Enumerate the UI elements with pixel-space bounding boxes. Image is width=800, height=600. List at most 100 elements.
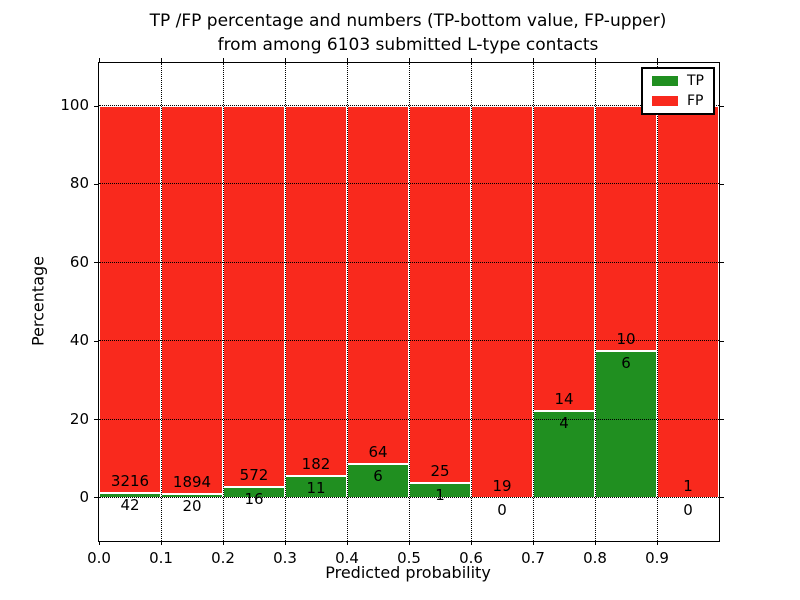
x-tick-mark	[408, 541, 410, 545]
x-tick-label: 0.6	[459, 549, 483, 567]
x-tick-mark	[594, 541, 596, 545]
v-gridline	[347, 63, 348, 541]
tp-count-label: 1	[435, 485, 445, 504]
x-tick-label: 0.2	[211, 549, 235, 567]
bar-fp-segment	[161, 106, 223, 494]
chart-title: TP /FP percentage and numbers (TP-bottom…	[98, 9, 718, 57]
x-tick-label: 0.9	[645, 549, 669, 567]
x-tick-label: 0.3	[273, 549, 297, 567]
tp-count-label: 0	[497, 500, 507, 519]
x-tick-mark	[222, 541, 224, 545]
y-tick-mark-right	[720, 262, 724, 264]
bar-fp-segment	[285, 106, 347, 476]
bar-fp-segment	[595, 106, 657, 351]
x-tick-mark	[656, 541, 658, 545]
x-tick-mark	[284, 541, 286, 545]
y-tick-mark	[94, 105, 98, 107]
bar-fp-segment	[533, 106, 595, 411]
fp-count-label: 64	[368, 443, 388, 462]
x-tick-mark	[532, 541, 534, 545]
bar-tp-segment	[595, 350, 657, 498]
legend-item-tp: TP	[652, 74, 704, 88]
v-gridline	[285, 63, 286, 541]
x-tick-mark	[470, 541, 472, 545]
x-tick-label: 0.1	[149, 549, 173, 567]
x-tick-mark-top	[656, 58, 658, 62]
tp-count-label: 6	[621, 353, 631, 372]
bar-tp-segment	[533, 410, 595, 498]
y-tick-mark-right	[720, 497, 724, 499]
bar-fp-segment	[223, 106, 285, 488]
x-tick-label: 0.8	[583, 549, 607, 567]
x-axis-label: Predicted probability	[325, 563, 491, 582]
v-gridline	[595, 63, 596, 541]
y-tick-mark-right	[720, 183, 724, 185]
tp-count-label: 4	[559, 413, 569, 432]
x-tick-label: 0.5	[397, 549, 421, 567]
x-tick-mark-top	[532, 58, 534, 62]
x-tick-label: 0.7	[521, 549, 545, 567]
x-tick-mark-top	[284, 58, 286, 62]
v-gridline	[409, 63, 410, 541]
fp-count-label: 14	[554, 389, 574, 408]
x-tick-mark-top	[222, 58, 224, 62]
fp-count-label: 19	[492, 476, 512, 495]
chart-title-line2: from among 6103 submitted L-type contact…	[217, 35, 599, 55]
fp-count-label: 25	[430, 461, 450, 480]
tp-legend-swatch	[652, 76, 678, 86]
x-tick-mark-top	[98, 58, 100, 62]
y-tick-label: 20	[69, 409, 89, 428]
x-tick-mark-top	[346, 58, 348, 62]
tp-count-label: 0	[683, 500, 693, 519]
y-tick-mark-right	[720, 105, 724, 107]
y-tick-label: 80	[69, 174, 89, 193]
tp-count-label: 6	[373, 467, 383, 486]
tp-count-label: 16	[244, 490, 264, 509]
legend: TP FP	[641, 67, 715, 115]
x-tick-mark-top	[470, 58, 472, 62]
bar-fp-segment	[657, 106, 719, 498]
y-tick-label: 100	[60, 96, 89, 115]
y-tick-mark	[94, 183, 98, 185]
x-tick-mark-top	[160, 58, 162, 62]
y-tick-label: 60	[69, 252, 89, 271]
fp-legend-swatch	[652, 96, 678, 106]
plot-area: TP FP 3216 42 1894 20 572 16 182 11 64 6 25 1 19 0 14 4…	[60, 58, 724, 567]
fp-legend-label: FP	[687, 93, 704, 109]
v-gridline	[471, 63, 472, 541]
y-tick-mark	[94, 262, 98, 264]
x-tick-label: 0.4	[335, 549, 359, 567]
x-tick-mark-top	[408, 58, 410, 62]
x-tick-mark	[98, 541, 100, 545]
v-gridline	[657, 63, 658, 541]
x-tick-label: 0.0	[87, 549, 111, 567]
fp-count-label: 572	[239, 466, 269, 485]
bar-tp-segment	[347, 464, 409, 498]
tp-count-label: 11	[306, 478, 326, 497]
v-gridline	[161, 63, 162, 541]
y-tick-mark	[94, 497, 98, 499]
bar-fp-segment	[347, 106, 409, 465]
tp-count-label: 20	[182, 496, 202, 515]
v-gridline	[533, 63, 534, 541]
y-tick-label: 40	[69, 331, 89, 350]
y-tick-label: 0	[79, 487, 89, 506]
tp-legend-label: TP	[687, 73, 704, 89]
bar-fp-segment	[471, 106, 533, 498]
fp-count-label: 1894	[172, 472, 212, 491]
chart-title-line1: TP /FP percentage and numbers (TP-bottom…	[149, 11, 667, 31]
fp-count-label: 1	[683, 476, 693, 495]
bar-fp-segment	[409, 106, 471, 483]
x-tick-mark	[160, 541, 162, 545]
v-gridline	[223, 63, 224, 541]
fp-count-label: 10	[616, 329, 636, 348]
tp-count-label: 42	[120, 495, 140, 514]
y-tick-mark	[94, 340, 98, 342]
x-tick-mark	[346, 541, 348, 545]
y-tick-mark-right	[720, 340, 724, 342]
y-tick-mark-right	[720, 419, 724, 421]
y-axis-label: Percentage	[28, 255, 48, 347]
x-tick-mark-top	[594, 58, 596, 62]
fp-count-label: 182	[301, 454, 331, 473]
